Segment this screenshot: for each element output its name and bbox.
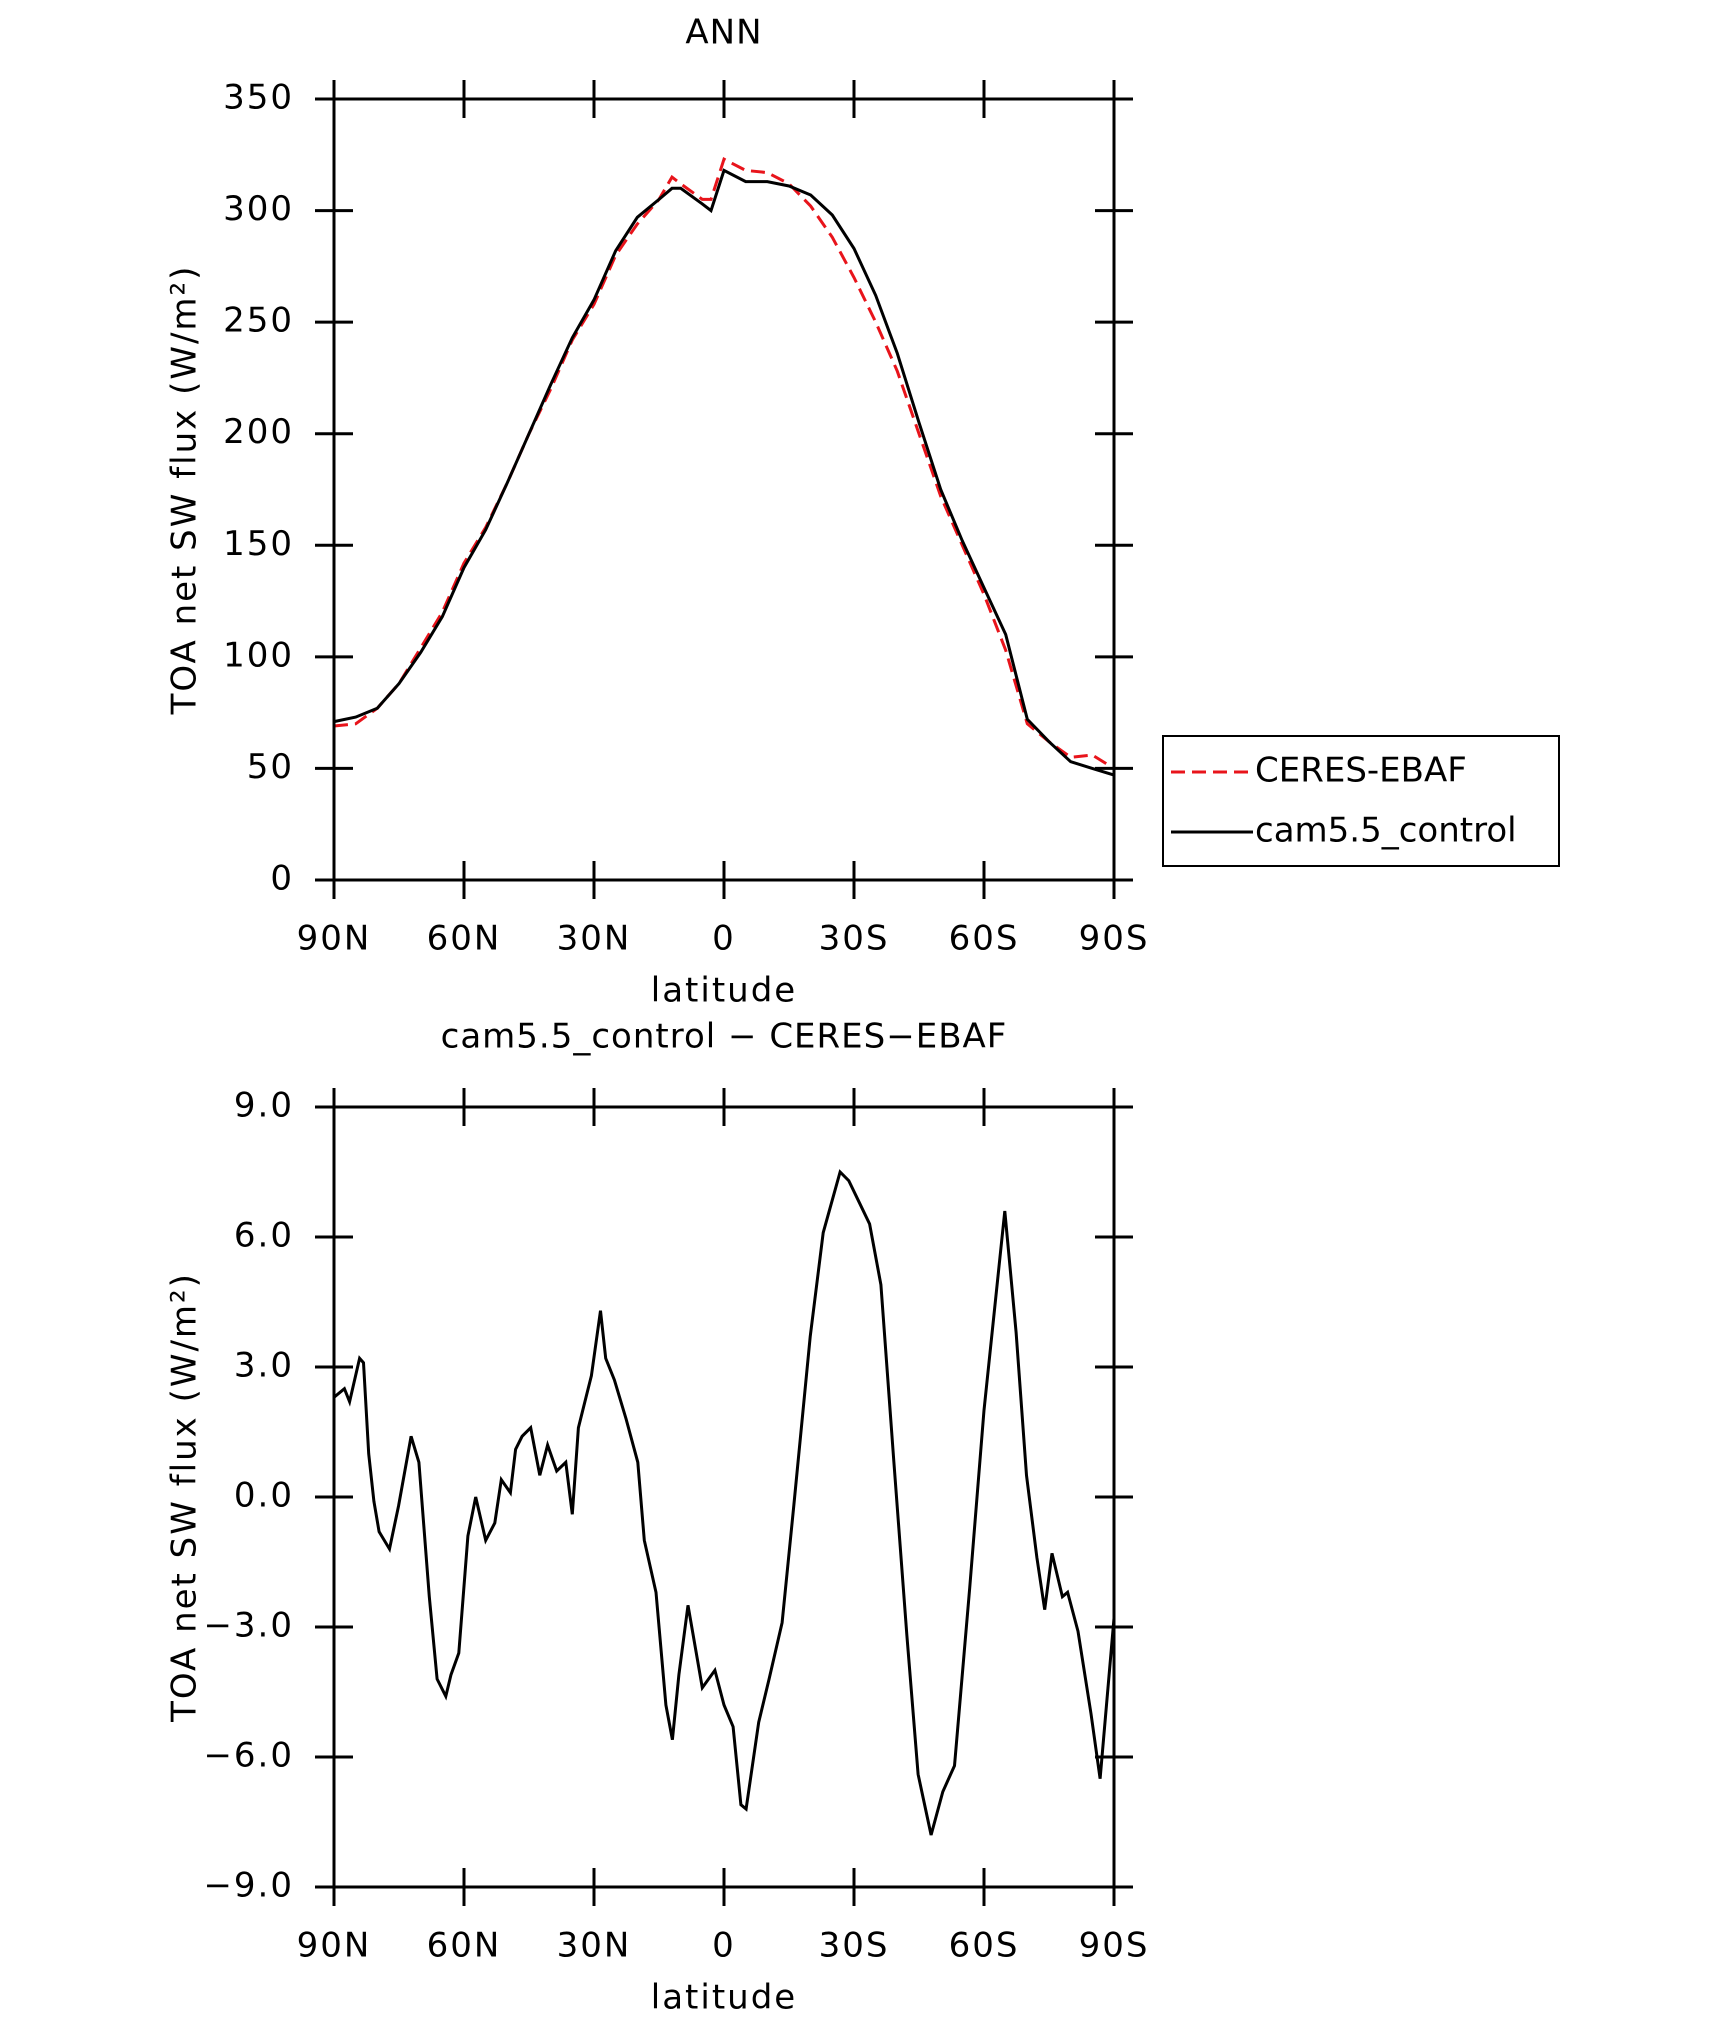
x-tick-label: 90S <box>1079 1926 1150 1966</box>
legend-label: cam5.5_control <box>1255 811 1517 851</box>
x-tick-label: 60N <box>427 919 502 959</box>
chart-title: ANN <box>685 13 762 53</box>
y-tick-label: 3.0 <box>234 1346 294 1386</box>
y-tick-label: 9.0 <box>234 1086 294 1126</box>
y-tick-label: 300 <box>223 189 294 229</box>
y-tick-label: 0.0 <box>234 1476 294 1516</box>
x-tick-label: 30S <box>819 1926 890 1966</box>
plot-frame <box>332 1105 1116 1889</box>
y-tick-label: 6.0 <box>234 1216 294 1256</box>
y-tick-label: −3.0 <box>203 1606 294 1646</box>
y-tick-label: −9.0 <box>203 1866 294 1906</box>
x-axis-label: latitude <box>651 971 797 1011</box>
legend-label: CERES-EBAF <box>1255 751 1467 791</box>
x-tick-label: 30N <box>557 1926 632 1966</box>
y-axis-label: TOA net SW flux (W/m²) <box>165 1272 205 1723</box>
y-tick-label: 150 <box>223 524 294 564</box>
y-tick-label: 50 <box>247 747 294 787</box>
legend-box <box>1162 735 1560 867</box>
y-tick-label: 250 <box>223 301 294 341</box>
y-tick-label: −6.0 <box>203 1736 294 1776</box>
x-tick-label: 90N <box>297 1926 372 1966</box>
x-tick-label: 90N <box>297 919 372 959</box>
data-line <box>333 168 1115 777</box>
y-tick-label: 200 <box>223 412 294 452</box>
data-line <box>333 1169 1116 1836</box>
x-tick-label: 60N <box>427 1926 502 1966</box>
y-tick-label: 100 <box>223 635 294 675</box>
x-tick-label: 60S <box>949 1926 1020 1966</box>
plot-frame <box>332 97 1116 882</box>
x-tick-label: 0 <box>712 919 736 959</box>
chart-title: cam5.5_control − CERES−EBAF <box>441 1017 1008 1057</box>
x-tick-label: 30S <box>819 919 890 959</box>
y-axis-label: TOA net SW flux (W/m²) <box>165 265 205 716</box>
data-line <box>333 157 1115 770</box>
x-tick-label: 30N <box>557 919 632 959</box>
y-tick-label: 0 <box>270 859 294 899</box>
x-tick-label: 60S <box>949 919 1020 959</box>
x-tick-label: 0 <box>712 1926 736 1966</box>
x-tick-label: 90S <box>1079 919 1150 959</box>
y-tick-label: 350 <box>223 78 294 118</box>
x-axis-label: latitude <box>651 1978 797 2018</box>
